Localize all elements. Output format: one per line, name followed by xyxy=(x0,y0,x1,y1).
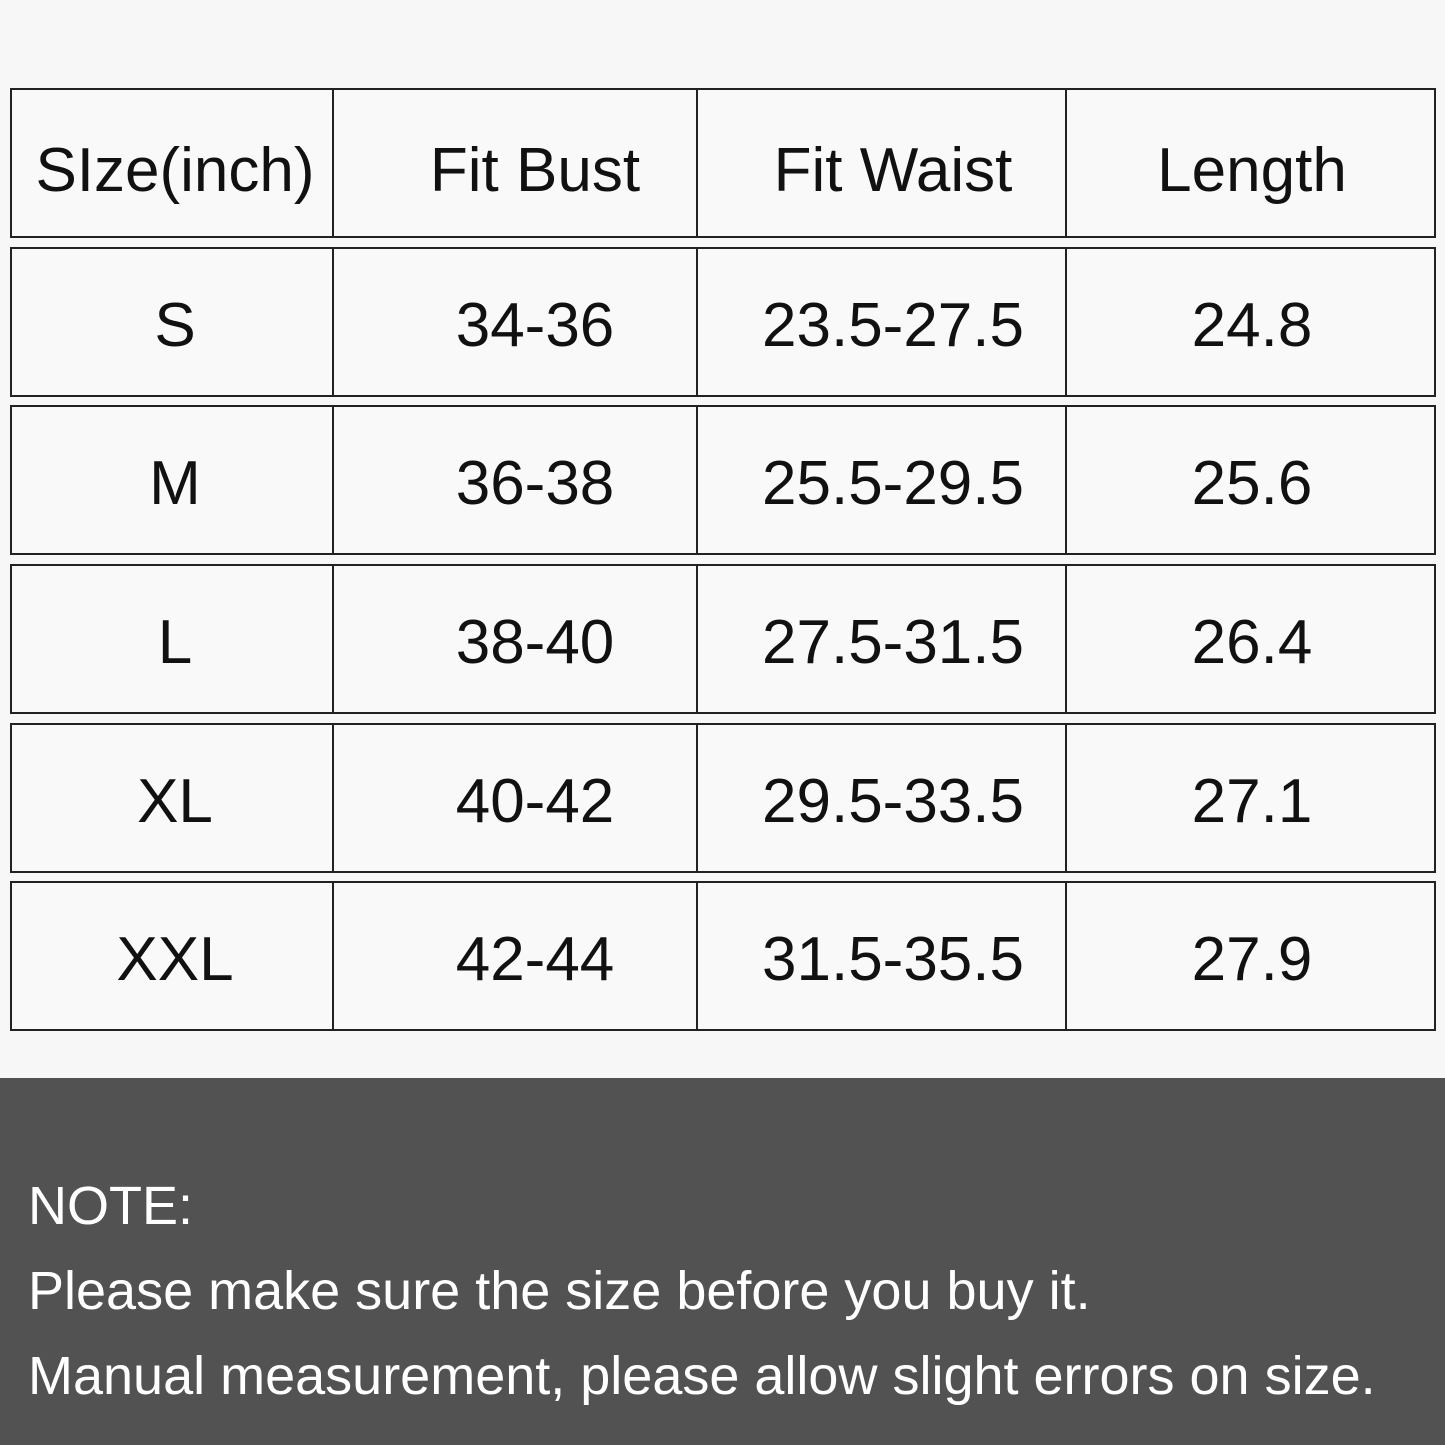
cell-text: 25.5-29.5 xyxy=(762,449,1024,518)
cell-text: S xyxy=(154,291,196,360)
header-text: Length xyxy=(1157,136,1347,205)
cell-text: 31.5-35.5 xyxy=(762,925,1024,994)
table-cell xyxy=(10,723,334,873)
table-cell xyxy=(696,247,1067,397)
table-cell xyxy=(10,881,334,1031)
header-cell xyxy=(332,88,698,238)
note-line: Manual measurement, please allow slight … xyxy=(28,1346,1376,1406)
cell-text: 27.1 xyxy=(1191,767,1313,836)
cell-text: 26.4 xyxy=(1191,608,1313,677)
table-cell xyxy=(1065,564,1436,714)
cell-text: 24.8 xyxy=(1191,291,1313,360)
table-cell xyxy=(332,723,698,873)
table-cell xyxy=(1065,723,1436,873)
header-cell xyxy=(1065,88,1436,238)
cell-text: 25.6 xyxy=(1191,449,1313,518)
cell-text: XL xyxy=(137,767,213,836)
cell-text: L xyxy=(157,608,193,677)
table-cell xyxy=(332,405,698,555)
table-cell xyxy=(1065,405,1436,555)
table-cell xyxy=(10,405,334,555)
note-line: Please make sure the size before you buy… xyxy=(28,1261,1091,1321)
note-panel: NOTE: Please make sure the size before y… xyxy=(0,1078,1445,1445)
cell-text: 27.5-31.5 xyxy=(762,608,1024,677)
cell-text: 23.5-27.5 xyxy=(762,291,1024,360)
note-title: NOTE: xyxy=(28,1176,194,1236)
table-cell xyxy=(332,247,698,397)
header-text: SIze(inch) xyxy=(35,136,315,205)
table-cell xyxy=(1065,247,1436,397)
cell-text: 36-38 xyxy=(455,449,615,518)
table-cell xyxy=(696,881,1067,1031)
cell-text: 29.5-33.5 xyxy=(762,767,1024,836)
cell-text: XXL xyxy=(116,925,234,994)
table-cell xyxy=(332,564,698,714)
table-cell xyxy=(696,564,1067,714)
cell-text: 42-44 xyxy=(455,925,615,994)
header-text: Fit Waist xyxy=(773,136,1013,205)
table-cell xyxy=(332,881,698,1031)
header-text: Fit Bust xyxy=(429,136,641,205)
size-table: SIze(inch) Fit Bust Fit Waist Length S 34-36 2… xyxy=(10,88,1436,1031)
cell-text: 38-40 xyxy=(455,608,615,677)
cell-text: 40-42 xyxy=(455,767,615,836)
cell-text: M xyxy=(149,449,201,518)
table-cell xyxy=(696,723,1067,873)
header-cell xyxy=(696,88,1067,238)
header-cell xyxy=(10,88,334,238)
table-cell xyxy=(1065,881,1436,1031)
cell-text: 27.9 xyxy=(1191,925,1313,994)
table-cell xyxy=(10,247,334,397)
cell-text: 34-36 xyxy=(455,291,615,360)
table-cell xyxy=(10,564,334,714)
